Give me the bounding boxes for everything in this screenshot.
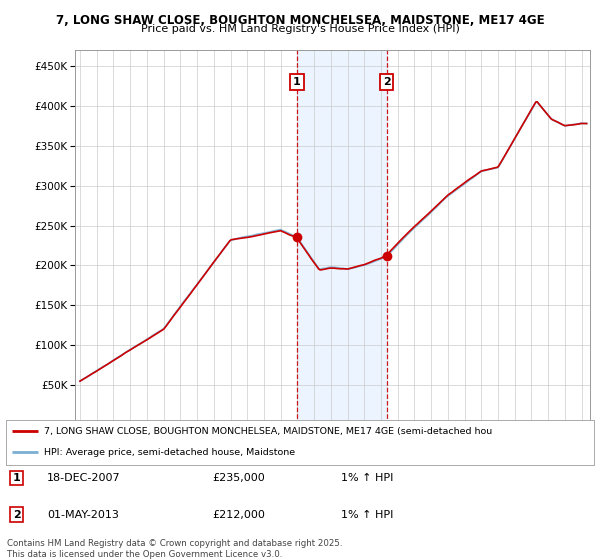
Text: 2: 2 xyxy=(383,77,391,87)
Text: Price paid vs. HM Land Registry's House Price Index (HPI): Price paid vs. HM Land Registry's House … xyxy=(140,24,460,34)
Text: 2: 2 xyxy=(13,510,20,520)
Text: 7, LONG SHAW CLOSE, BOUGHTON MONCHELSEA, MAIDSTONE, ME17 4GE: 7, LONG SHAW CLOSE, BOUGHTON MONCHELSEA,… xyxy=(56,14,544,27)
Bar xyxy=(297,50,386,425)
Text: 1% ↑ HPI: 1% ↑ HPI xyxy=(341,473,394,483)
Text: £212,000: £212,000 xyxy=(212,510,265,520)
Text: 7, LONG SHAW CLOSE, BOUGHTON MONCHELSEA, MAIDSTONE, ME17 4GE (semi-detached hou: 7, LONG SHAW CLOSE, BOUGHTON MONCHELSEA,… xyxy=(44,427,493,436)
Text: 18-DEC-2007: 18-DEC-2007 xyxy=(47,473,121,483)
Text: 01-MAY-2013: 01-MAY-2013 xyxy=(47,510,119,520)
Text: 1: 1 xyxy=(13,473,20,483)
Text: 1% ↑ HPI: 1% ↑ HPI xyxy=(341,510,394,520)
Text: 1: 1 xyxy=(293,77,301,87)
Text: HPI: Average price, semi-detached house, Maidstone: HPI: Average price, semi-detached house,… xyxy=(44,448,295,457)
Text: £235,000: £235,000 xyxy=(212,473,265,483)
Text: Contains HM Land Registry data © Crown copyright and database right 2025.
This d: Contains HM Land Registry data © Crown c… xyxy=(7,539,343,559)
